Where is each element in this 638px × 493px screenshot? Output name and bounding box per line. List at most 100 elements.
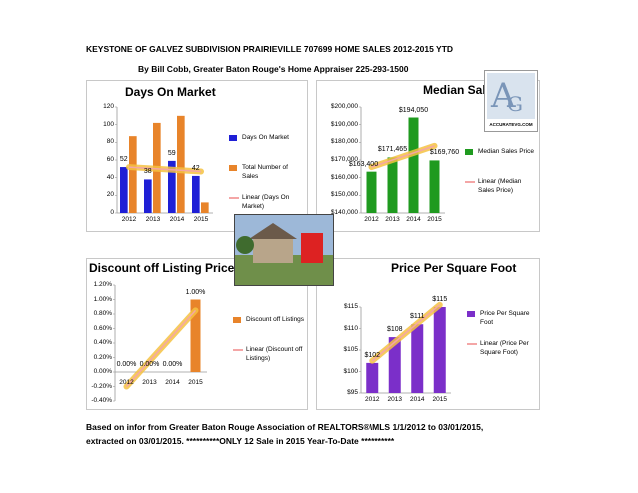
x-tick-label: 2015 bbox=[193, 216, 209, 223]
y-tick-label: 0.20% bbox=[93, 353, 112, 361]
y-tick-label: $200,000 bbox=[330, 103, 358, 110]
bar-ppsf-0 bbox=[388, 337, 401, 393]
y-tick-label: $100 bbox=[343, 367, 358, 375]
y-tick-label: 0.00% bbox=[93, 368, 112, 375]
house-photo bbox=[234, 214, 334, 286]
y-tick-label: 20 bbox=[106, 191, 114, 199]
company-logo: A G ACCURATEVG.COM bbox=[484, 70, 538, 132]
x-tick-label: 2015 bbox=[188, 379, 203, 387]
legend-swatch bbox=[229, 135, 237, 141]
legend-label: Discount off Listings bbox=[246, 316, 305, 323]
data-label: 52 bbox=[119, 156, 128, 164]
y-tick-label: 40 bbox=[106, 173, 114, 181]
y-tick-label: 0.40% bbox=[93, 339, 112, 346]
y-tick-label: $190,000 bbox=[330, 120, 358, 128]
y-tick-label: $180,000 bbox=[330, 138, 358, 146]
bar-median-0 bbox=[408, 117, 419, 213]
legend-swatch bbox=[465, 149, 473, 155]
x-tick-label: 2012 bbox=[365, 396, 380, 403]
data-label: 1.00% bbox=[185, 288, 206, 296]
x-tick-label: 2013 bbox=[385, 216, 400, 223]
y-tick-label: 100 bbox=[103, 120, 114, 128]
x-tick-label: 2012 bbox=[121, 216, 137, 223]
data-label: $102 bbox=[364, 351, 381, 359]
y-tick-label: $115 bbox=[344, 303, 358, 310]
legend-trend-swatch bbox=[467, 343, 477, 345]
bar-dom-1 bbox=[201, 202, 209, 213]
bar-dom-1 bbox=[129, 136, 137, 213]
data-label: $169,760 bbox=[429, 149, 460, 157]
data-label: 59 bbox=[167, 149, 176, 157]
footer-line-2: extracted on 03/01/2015. **********ONLY … bbox=[86, 436, 395, 446]
bar-median-0 bbox=[387, 157, 398, 213]
chart-plot-median bbox=[359, 106, 445, 214]
legend-item: Total Number of Sales bbox=[229, 163, 299, 193]
legend-label: Linear (Discount off Listings) bbox=[246, 346, 303, 362]
y-tick-label: 1.20% bbox=[93, 281, 112, 288]
y-tick-label: 120 bbox=[103, 103, 114, 110]
data-label: $194,050 bbox=[398, 106, 429, 114]
legend-item-trend: Linear (Median Sales Price) bbox=[465, 177, 535, 207]
y-tick-label: $105 bbox=[343, 346, 358, 353]
legend-swatch bbox=[233, 317, 241, 323]
chart-title-ppsf: Price Per Square Foot bbox=[391, 261, 517, 275]
trend-line bbox=[371, 145, 435, 168]
legend-label: Price Per Square Foot bbox=[480, 310, 530, 326]
y-tick-label: $110 bbox=[344, 324, 358, 332]
chart-plot-discount bbox=[113, 284, 207, 402]
legend-item: Discount off Listings bbox=[233, 315, 305, 345]
chart-plot-ppsf bbox=[359, 301, 451, 394]
chart-title-dom: Days On Market bbox=[125, 85, 216, 99]
bar-dom-0 bbox=[192, 175, 200, 213]
legend-item-trend: Linear (Price Per Square Foot) bbox=[467, 339, 537, 369]
legend-label: Linear (Price Per Square Foot) bbox=[480, 340, 529, 356]
legend-trend-swatch bbox=[229, 197, 239, 199]
y-tick-label: $160,000 bbox=[330, 173, 358, 181]
x-tick-label: 2014 bbox=[410, 396, 425, 403]
trend-line bbox=[125, 309, 197, 388]
x-tick-label: 2012 bbox=[364, 216, 379, 223]
y-tick-label: -0.40% bbox=[91, 397, 112, 404]
page-title: KEYSTONE OF GALVEZ SUBDIVISION PRAIRIEVI… bbox=[86, 44, 454, 54]
bar-dom-0 bbox=[120, 167, 128, 213]
y-tick-label: $170,000 bbox=[330, 156, 358, 163]
logo-text: ACCURATEVG.COM bbox=[489, 122, 533, 127]
x-tick-label: 2014 bbox=[406, 216, 421, 223]
page-subtitle: By Bill Cobb, Greater Baton Rouge's Home… bbox=[138, 64, 409, 74]
y-tick-label: 0 bbox=[110, 209, 114, 216]
y-tick-label: $140,000 bbox=[330, 209, 358, 216]
x-tick-label: 2015 bbox=[432, 396, 447, 403]
x-tick-label: 2013 bbox=[145, 216, 161, 223]
bar-ppsf-0 bbox=[433, 307, 446, 393]
data-label: 0.00% bbox=[116, 361, 137, 368]
svg-text:G: G bbox=[507, 92, 523, 116]
bar-discount-0 bbox=[190, 299, 201, 372]
y-tick-label: 0.80% bbox=[93, 310, 112, 317]
x-tick-label: 2015 bbox=[427, 216, 442, 223]
bar-ppsf-0 bbox=[411, 324, 424, 393]
legend-item-trend: Linear (Discount off Listings) bbox=[233, 345, 303, 375]
bar-median-0 bbox=[429, 160, 440, 213]
data-label: $115 bbox=[432, 296, 448, 303]
chart-price-per-sqft: Price Per Square Foot $95 $100 $105 $110 $115… bbox=[316, 258, 540, 410]
legend-label: Linear (Median Sales Price) bbox=[478, 178, 522, 194]
data-label: 0.00% bbox=[162, 361, 183, 368]
legend-label: Linear (Days On Market) bbox=[242, 194, 290, 210]
data-label: $171,465 bbox=[377, 146, 408, 154]
trend-line bbox=[371, 304, 441, 362]
data-label: $111 bbox=[409, 313, 425, 321]
legend-label: Days On Market bbox=[242, 134, 289, 141]
legend-trend-swatch bbox=[465, 181, 475, 183]
chart-plot-dom bbox=[115, 106, 213, 214]
data-label: $163,400 bbox=[348, 160, 379, 168]
chart-days-on-market: Days On Market 0 20 40 60 80 100 120 2012 52 2013 3… bbox=[86, 80, 308, 232]
x-tick-label: 2013 bbox=[142, 379, 157, 387]
bar-dom-1 bbox=[177, 115, 185, 213]
data-label: $108 bbox=[386, 326, 403, 334]
y-tick-label: $95 bbox=[347, 389, 358, 396]
chart-title-discount: Discount off Listing Price bbox=[89, 261, 235, 275]
bar-dom-0 bbox=[168, 160, 176, 213]
y-tick-label: 60 bbox=[106, 156, 114, 163]
logo-mark: A G bbox=[487, 73, 535, 119]
legend-label: Median Sales Price bbox=[478, 148, 534, 155]
